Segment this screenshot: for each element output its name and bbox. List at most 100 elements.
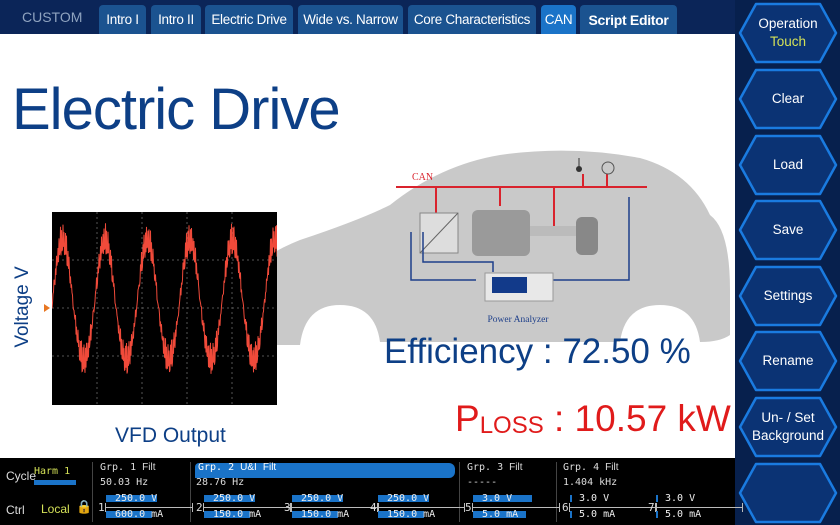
current-range-bar [106,511,152,518]
button-label: Save [772,222,804,237]
range-scale [655,503,743,512]
group-2-header[interactable] [195,463,455,478]
channel-current: 5.0 mA [579,509,616,520]
sidebar-button-blank[interactable] [738,462,838,524]
channel-number: 5 [465,501,472,514]
load-icon [576,217,598,255]
current-range-bar [656,511,658,518]
motor-icon [472,210,530,256]
button-label: Operation [758,16,818,31]
status-bar: Cycle Harm 1 Ctrl Local 🔒 Grp. 1 Filt 50… [0,458,743,525]
current-range-bar [570,511,573,518]
sidebar: Operation Touch Clear Load Save Settings Renam… [735,0,840,525]
tab-electric-drive[interactable]: Electric Drive [205,5,293,34]
channel-number: 4 [370,501,377,514]
channel-voltage: 3.0 V [665,493,696,504]
channel-voltage: 3.0 V [482,493,513,504]
button-label: Clear [771,91,805,106]
voltage-range-bar [473,495,533,502]
efficiency-readout: Efficiency : 72.50 % [384,332,691,371]
channel-current: 5.0 mA [665,509,702,520]
sidebar-button-load[interactable]: Load [738,134,838,196]
cycle-label: Cycle [6,469,37,483]
button-label: Rename [762,353,814,368]
current-range-bar [292,511,338,518]
oscilloscope-waveform [52,212,277,405]
channel-voltage: 250.0 V [115,493,158,504]
voltage-range-bar [292,495,343,502]
slide-area: Electric Drive CAN Power Analyzer Voltag… [0,34,735,458]
channel-number: 7 [648,501,655,514]
group-1-label: Grp. 1 Filt [100,462,156,473]
car-diagram: CAN Power Analyzer [245,150,730,345]
current-range-bar [204,511,250,518]
tab-core-characteristics[interactable]: Core Characteristics [408,5,536,34]
channel-current: 600.0 mA [115,509,164,520]
channel-voltage: 3.0 V [579,493,610,504]
group-3-freq: ----- [467,477,498,488]
group-2-label: Grp. 2 U&I Filt [198,462,277,473]
channel-current: 150.0 mA [301,509,350,520]
tab-intro-ii[interactable]: Intro II [151,5,201,34]
button-label: Load [772,157,804,172]
lock-icon: 🔒 [76,500,93,515]
channel-voltage: 250.0 V [387,493,430,504]
button-label: Settings [763,288,813,303]
voltage-range-bar [656,495,658,502]
button-label: Un- / Set Background [751,410,825,443]
sidebar-button-clear[interactable]: Clear [738,68,838,130]
range-scale [105,503,193,512]
mode-label: CUSTOM [22,9,83,25]
voltage-range-bar [204,495,255,502]
ploss-subscript: LOSS [479,412,544,439]
channel-number: 6 [562,501,569,514]
channel-number: 3 [284,501,291,514]
group-3-label: Grp. 3 Filt [467,462,523,473]
sidebar-button-settings[interactable]: Settings [738,265,838,327]
voltage-range-bar [106,495,157,502]
ploss-value: : 10.57 kW [543,398,731,439]
page-title: Electric Drive [12,77,341,142]
scope-caption: VFD Output [115,424,226,447]
channel-number: 1 [98,501,105,514]
cycle-bar [34,480,76,485]
power-analyzer-label: Power Analyzer [488,315,550,325]
channel-current: 150.0 mA [213,509,262,520]
range-scale [377,503,465,512]
scope-y-label: Voltage V [12,266,33,348]
button-sublabel: Touch [769,34,807,49]
cycle-value[interactable]: Harm 1 [34,466,71,477]
can-label: CAN [412,172,433,183]
current-range-bar [473,511,527,518]
channel-number: 2 [196,501,203,514]
sidebar-button-save[interactable]: Save [738,199,838,261]
gauge-icon [601,161,615,175]
tab-bar: CUSTOM Intro I Intro II Electric Drive W… [0,0,735,34]
sidebar-button-operation[interactable]: Operation Touch [738,2,838,64]
ctrl-label: Ctrl [6,503,25,517]
tab-can[interactable]: CAN [541,5,576,34]
range-scale [291,503,379,512]
temperature-sensor-icon [576,166,582,172]
range-scale [472,503,560,512]
tab-wide-vs-narrow[interactable]: Wide vs. Narrow [298,5,403,34]
range-scale [203,503,291,512]
ctrl-value: Local [41,502,70,516]
current-range-bar [378,511,424,518]
voltage-range-bar [570,495,573,502]
trigger-marker-icon [44,304,50,312]
channel-current: 150.0 mA [387,509,436,520]
group-1-freq: 50.03 Hz [100,477,149,488]
channel-voltage: 250.0 V [301,493,344,504]
sidebar-button-rename[interactable]: Rename [738,330,838,392]
group-4-freq: 1.404 kHz [563,477,618,488]
group-2-freq: 28.76 Hz [196,477,245,488]
tab-script-editor[interactable]: Script Editor [580,5,677,34]
group-4-label: Grp. 4 Filt [563,462,619,473]
sidebar-button-un-set-background[interactable]: Un- / Set Background [738,396,838,458]
voltage-range-bar [378,495,429,502]
channel-voltage: 250.0 V [213,493,256,504]
tab-intro-i[interactable]: Intro I [99,5,146,34]
power-loss-readout: PLOSS : 10.57 kW [455,398,731,440]
ploss-symbol: P [455,398,480,439]
